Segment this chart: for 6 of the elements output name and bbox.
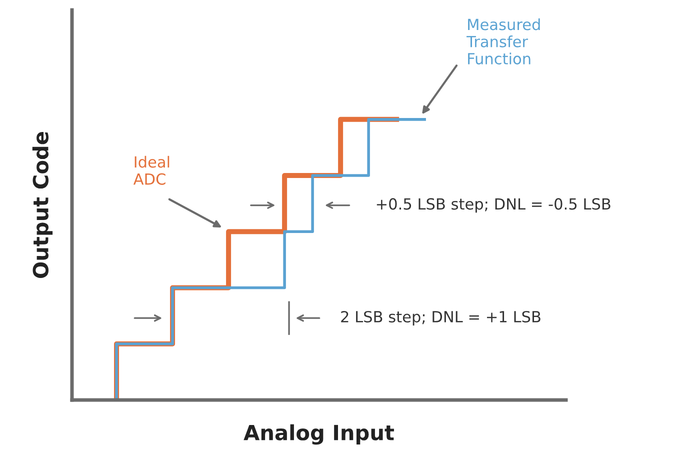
text: Ideal ADC [133,156,170,185]
x-axis-title: Analog Input [244,424,394,445]
annotation: 2 LSB step; DNL = +1 LSB [341,310,540,326]
y-axis-title: Output Code [32,132,53,278]
annotation: +0.5 LSB step; DNL = -0.5 LSB [376,198,610,213]
text: Measured Transfer Function [466,18,540,64]
